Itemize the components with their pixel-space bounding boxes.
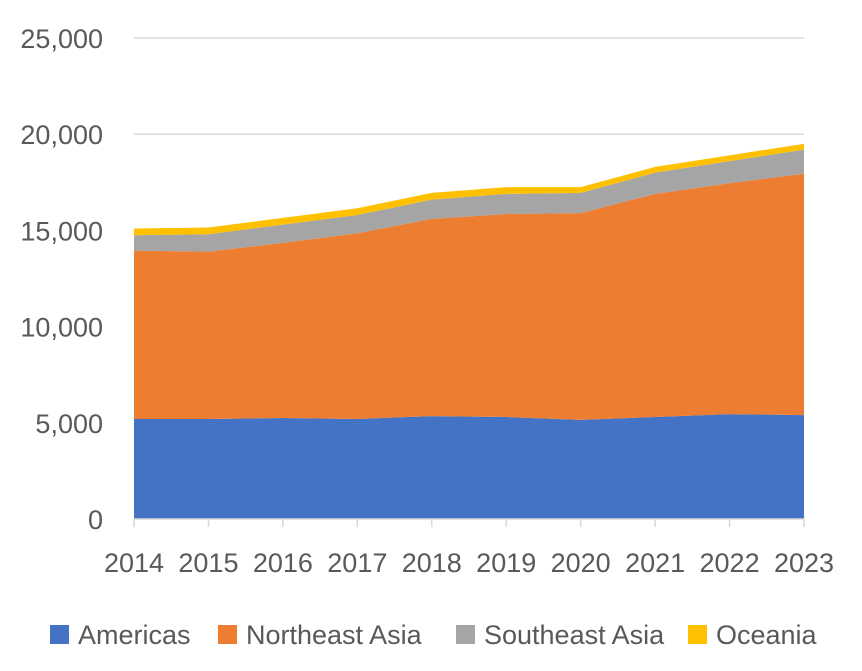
x-tick-label: 2015 [178, 548, 238, 578]
x-tick-label: 2020 [551, 548, 611, 578]
x-tick-label: 2016 [253, 548, 313, 578]
area-series-southeast-asia [134, 149, 804, 252]
legend-swatch [688, 625, 707, 644]
x-tick-label: 2023 [774, 548, 834, 578]
x-tick-label: 2019 [476, 548, 536, 578]
legend-item: Southeast Asia [456, 620, 665, 650]
legend: Americas Northeast Asia Southeast Asia Ocea… [50, 620, 818, 650]
x-tick-label: 2022 [700, 548, 760, 578]
y-tick-label: 25,000 [20, 24, 103, 54]
area-series [134, 143, 804, 519]
y-tick-label: 0 [88, 505, 103, 535]
legend-item: Oceania [688, 620, 818, 650]
legend-label: Oceania [716, 620, 818, 650]
legend-label: Northeast Asia [246, 620, 423, 650]
x-tick-label: 2014 [104, 548, 164, 578]
y-tick-label: 10,000 [20, 313, 103, 343]
legend-swatch [50, 625, 69, 644]
legend-label: Americas [78, 620, 191, 650]
x-axis: 2014 2015 2016 2017 2018 2019 2020 2021 2022 2023 [104, 518, 834, 578]
y-tick-label: 20,000 [20, 120, 103, 150]
legend-swatch [456, 625, 475, 644]
y-tick-label: 15,000 [20, 216, 103, 246]
x-tick-label: 2018 [402, 548, 462, 578]
area-series-northeast-asia [134, 173, 804, 420]
legend-label: Southeast Asia [484, 620, 665, 650]
legend-item: Northeast Asia [218, 620, 423, 650]
legend-item: Americas [50, 620, 191, 650]
legend-swatch [218, 625, 237, 644]
x-tick-label: 2017 [327, 548, 387, 578]
area-series-americas [134, 414, 804, 519]
x-tick-label: 2021 [625, 548, 685, 578]
y-axis: 0 5,000 10,000 15,000 20,000 25,000 [20, 24, 103, 535]
y-tick-label: 5,000 [35, 409, 103, 439]
